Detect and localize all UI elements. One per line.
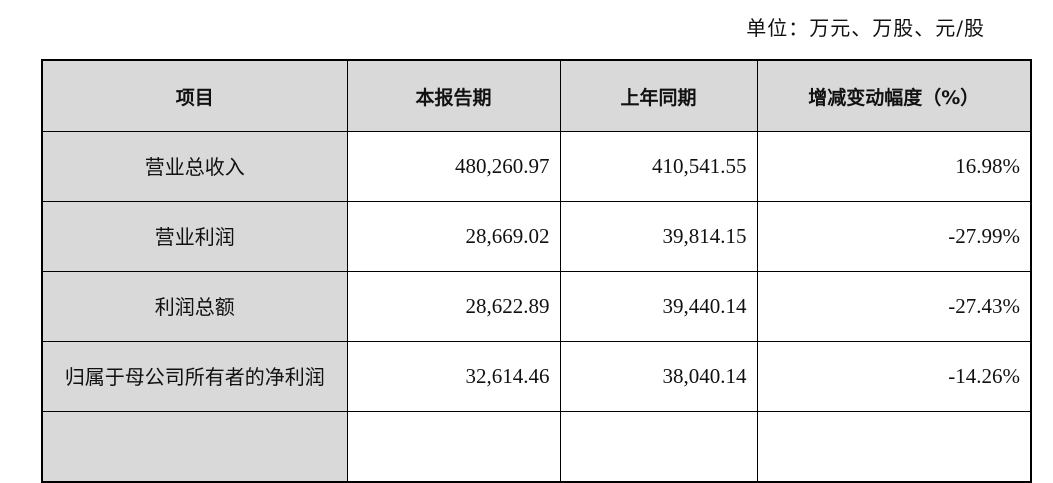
header-current-period: 本报告期: [346, 59, 561, 132]
header-prior-period: 上年同期: [559, 59, 758, 132]
row-prior: 39,814.15: [559, 201, 758, 272]
table-row: 营业利润 28,669.02 39,814.15 -27.99%: [41, 201, 1032, 272]
row-change: -27.99%: [756, 201, 1032, 272]
row-prior: [559, 411, 758, 483]
row-item: [41, 411, 348, 483]
row-change: 16.98%: [756, 131, 1032, 202]
row-current: 28,669.02: [346, 201, 561, 272]
row-prior: 410,541.55: [559, 131, 758, 202]
table-header-row: 项目 本报告期 上年同期 增减变动幅度（%）: [41, 59, 1032, 132]
table-row: 利润总额 28,622.89 39,440.14 -27.43%: [41, 271, 1032, 342]
row-prior: 38,040.14: [559, 341, 758, 412]
table-row-cut-off: [41, 411, 1032, 483]
row-item: 营业总收入: [41, 131, 348, 202]
header-item: 项目: [41, 59, 348, 132]
header-change-percent: 增减变动幅度（%）: [756, 59, 1032, 132]
row-item: 归属于母公司所有者的净利润: [41, 341, 348, 412]
row-item: 营业利润: [41, 201, 348, 272]
row-prior: 39,440.14: [559, 271, 758, 342]
row-item: 利润总额: [41, 271, 348, 342]
row-change: -27.43%: [756, 271, 1032, 342]
row-current: 480,260.97: [346, 131, 561, 202]
row-change: [756, 411, 1032, 483]
row-current: [346, 411, 561, 483]
financial-summary-table: 项目 本报告期 上年同期 增减变动幅度（%） 营业总收入 480,260.97 …: [41, 59, 1032, 483]
unit-note: 单位：万元、万股、元/股: [746, 16, 985, 40]
table-row: 归属于母公司所有者的净利润 32,614.46 38,040.14 -14.26…: [41, 341, 1032, 412]
row-change: -14.26%: [756, 341, 1032, 412]
table-row: 营业总收入 480,260.97 410,541.55 16.98%: [41, 131, 1032, 202]
row-current: 32,614.46: [346, 341, 561, 412]
row-current: 28,622.89: [346, 271, 561, 342]
